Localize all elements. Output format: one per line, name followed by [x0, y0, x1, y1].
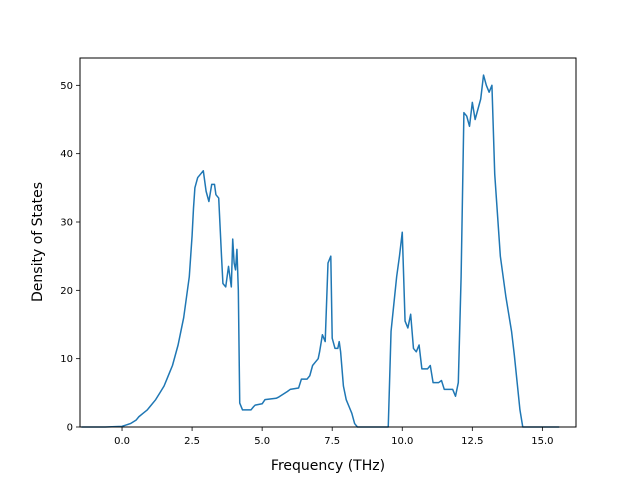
x-axis-label: Frequency (THz) [271, 458, 385, 474]
y-tick-label: 40 [60, 149, 73, 160]
x-tick-label: 7.5 [324, 436, 340, 447]
y-tick-label: 30 [60, 218, 73, 229]
x-tick-label: 2.5 [184, 436, 200, 447]
y-tick-label: 50 [60, 81, 73, 92]
x-axis: 0.0 2.5 5.0 7.5 10.0 12.5 15.0 [114, 427, 554, 447]
y-axis-label: Density of States [30, 182, 46, 302]
x-tick-label: 15.0 [531, 436, 553, 447]
x-tick-label: 0.0 [114, 436, 130, 447]
y-axis: 0 10 20 30 40 50 [60, 81, 80, 434]
y-tick-label: 0 [67, 423, 73, 434]
x-tick-label: 12.5 [461, 436, 483, 447]
plot-area [81, 74, 560, 428]
dos-series-line [81, 74, 560, 428]
y-tick-label: 10 [60, 354, 73, 365]
x-tick-label: 10.0 [391, 436, 413, 447]
y-tick-label: 20 [60, 286, 73, 297]
axes-frame [79, 57, 577, 428]
x-tick-label: 5.0 [254, 436, 270, 447]
